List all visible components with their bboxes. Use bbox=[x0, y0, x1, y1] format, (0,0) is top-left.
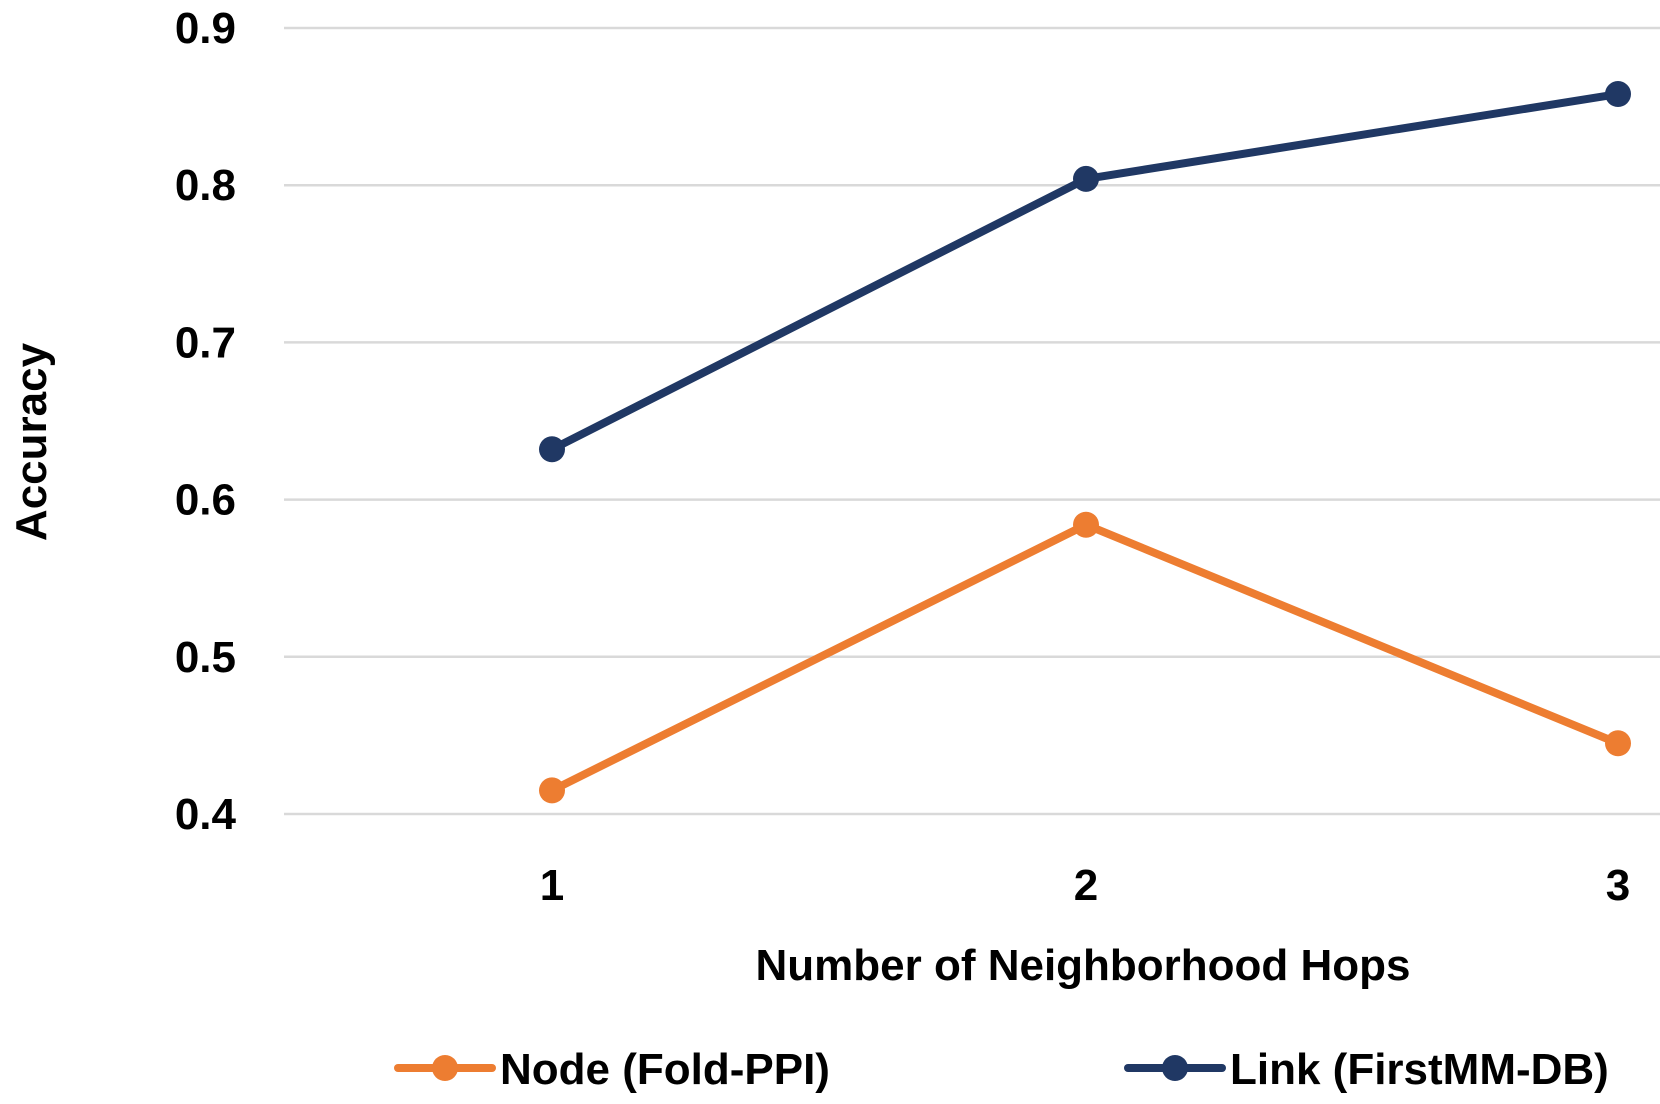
x-axis-title: Number of Neighborhood Hops bbox=[755, 941, 1410, 990]
y-tick-label: 0.9 bbox=[175, 4, 236, 53]
data-point bbox=[539, 777, 565, 804]
legend-swatch-marker bbox=[1162, 1055, 1188, 1081]
legend-label: Link (FirstMM-DB) bbox=[1230, 1045, 1609, 1094]
series-line-1 bbox=[548, 90, 1622, 454]
x-tick-label: 3 bbox=[1606, 861, 1630, 910]
grid-lines bbox=[284, 26, 1660, 816]
legend: Node (Fold-PPI) Link (FirstMM-DB) bbox=[394, 1045, 1609, 1094]
x-tick-label: 2 bbox=[1074, 861, 1098, 910]
y-tick-label: 0.4 bbox=[175, 790, 237, 839]
y-tick-label: 0.7 bbox=[175, 318, 236, 367]
x-tick-label: 1 bbox=[540, 861, 564, 910]
legend-swatch-marker bbox=[432, 1055, 458, 1081]
legend-label: Node (Fold-PPI) bbox=[500, 1045, 830, 1094]
series-layer bbox=[539, 81, 1631, 804]
y-axis-title: Accuracy bbox=[7, 342, 56, 541]
y-tick-label: 0.6 bbox=[175, 476, 236, 525]
y-tick-label: 0.5 bbox=[175, 633, 236, 682]
data-point bbox=[539, 436, 565, 463]
y-tick-label: 0.8 bbox=[175, 161, 236, 210]
y-axis-ticks: 0.4 0.5 0.6 0.7 0.8 0.9 bbox=[175, 4, 237, 839]
data-point bbox=[1073, 165, 1099, 192]
data-point bbox=[1605, 81, 1631, 108]
data-point bbox=[1073, 511, 1099, 538]
data-point bbox=[1605, 730, 1631, 757]
x-axis-ticks: 1 2 3 bbox=[540, 861, 1630, 910]
